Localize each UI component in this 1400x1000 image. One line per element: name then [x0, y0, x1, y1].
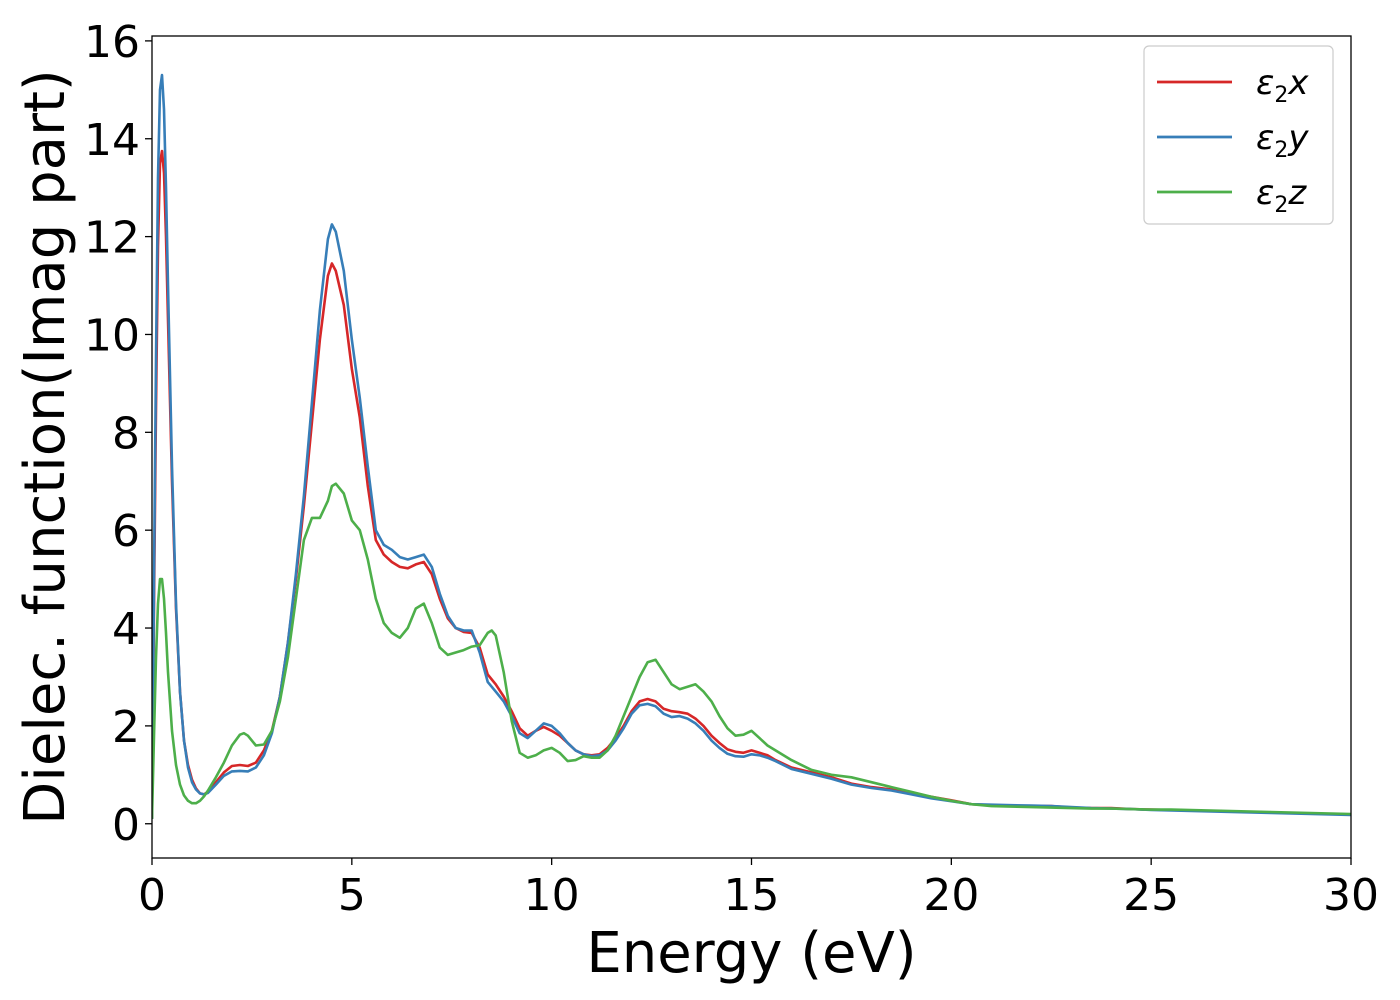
- y-tick-label: 8: [112, 408, 140, 459]
- y-tick-label: 2: [112, 702, 140, 753]
- x-axis-ticks: 0 5 10 15 20 25 30: [138, 858, 1379, 921]
- x-tick-label: 20: [923, 870, 979, 921]
- y-tick-label: 12: [84, 213, 140, 264]
- y-axis-ticks: 0 2 4 6 8 10 12 14 16: [84, 17, 152, 851]
- y-axis-label: Dielec. function(Imag part): [13, 69, 78, 825]
- x-tick-label: 30: [1323, 870, 1379, 921]
- legend-label-x: ε2x: [1256, 63, 1309, 108]
- y-tick-label: 10: [84, 310, 140, 361]
- y-tick-label: 4: [112, 604, 140, 655]
- y-tick-label: 16: [84, 17, 140, 68]
- y-tick-label: 6: [112, 506, 140, 557]
- legend: ε2x ε2y ε2z: [1143, 45, 1334, 225]
- series-line-z: [152, 482, 1351, 819]
- series-layer: [152, 73, 1351, 819]
- x-tick-label: 5: [338, 870, 366, 921]
- x-tick-label: 15: [724, 870, 780, 921]
- x-tick-label: 25: [1123, 870, 1179, 921]
- legend-label-z: ε2z: [1256, 173, 1307, 218]
- y-tick-label: 0: [112, 800, 140, 851]
- x-axis-label: Energy (eV): [586, 921, 916, 986]
- y-tick-label: 14: [84, 115, 140, 166]
- x-tick-label: 10: [524, 870, 580, 921]
- x-tick-label: 0: [138, 870, 166, 921]
- legend-label-y: ε2y: [1256, 118, 1309, 163]
- legend-frame: [1143, 45, 1334, 225]
